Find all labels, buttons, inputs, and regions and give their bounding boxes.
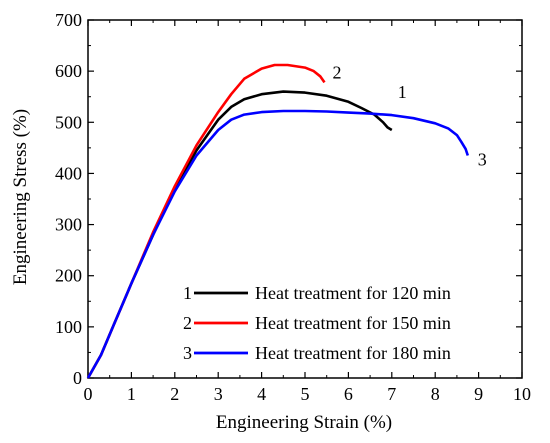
- x-tick-label: 4: [257, 384, 266, 404]
- legend-entry-label: Heat treatment for 120 min: [255, 283, 451, 303]
- series-end-label-3: 3: [478, 150, 487, 170]
- series-end-label-2: 2: [333, 62, 342, 82]
- legend-number: 2: [183, 313, 192, 333]
- x-tick-label: 10: [513, 384, 531, 404]
- y-tick-labels: 0 100 200 300 400 500 600 700: [55, 10, 82, 388]
- legend-number: 1: [183, 283, 192, 303]
- y-tick-label: 0: [73, 368, 82, 388]
- legend-entry-label: Heat treatment for 180 min: [255, 343, 451, 363]
- y-axis-title: Engineering Stress (%): [10, 109, 31, 285]
- x-tick-label: 6: [344, 384, 353, 404]
- x-tick-label: 2: [170, 384, 179, 404]
- x-tick-labels: 0 1 2 3 4 5 6 7 8 9 10: [84, 384, 532, 404]
- y-tick-label: 600: [55, 61, 82, 81]
- x-tick-label: 8: [431, 384, 440, 404]
- series-end-labels: 1 2 3: [333, 62, 487, 169]
- x-tick-label: 5: [301, 384, 310, 404]
- y-tick-label: 100: [55, 317, 82, 337]
- x-tick-label: 1: [127, 384, 136, 404]
- y-tick-label: 200: [55, 266, 82, 286]
- series-end-label-1: 1: [398, 82, 407, 102]
- x-tick-label: 0: [84, 384, 93, 404]
- y-tick-label: 400: [55, 163, 82, 183]
- x-tick-label: 7: [387, 384, 396, 404]
- x-tick-label: 3: [214, 384, 223, 404]
- series-line-1: [88, 92, 392, 378]
- legend: 1 Heat treatment for 120 min 2 Heat treatme…: [183, 283, 451, 363]
- x-tick-label: 9: [474, 384, 483, 404]
- x-axis-title: Engineering Strain (%): [216, 412, 392, 433]
- y-tick-label: 700: [55, 10, 82, 30]
- series-line-3: [88, 111, 468, 378]
- y-tick-label: 500: [55, 112, 82, 132]
- legend-entry-label: Heat treatment for 150 min: [255, 313, 451, 333]
- y-tick-label: 300: [55, 215, 82, 235]
- legend-number: 3: [183, 343, 192, 363]
